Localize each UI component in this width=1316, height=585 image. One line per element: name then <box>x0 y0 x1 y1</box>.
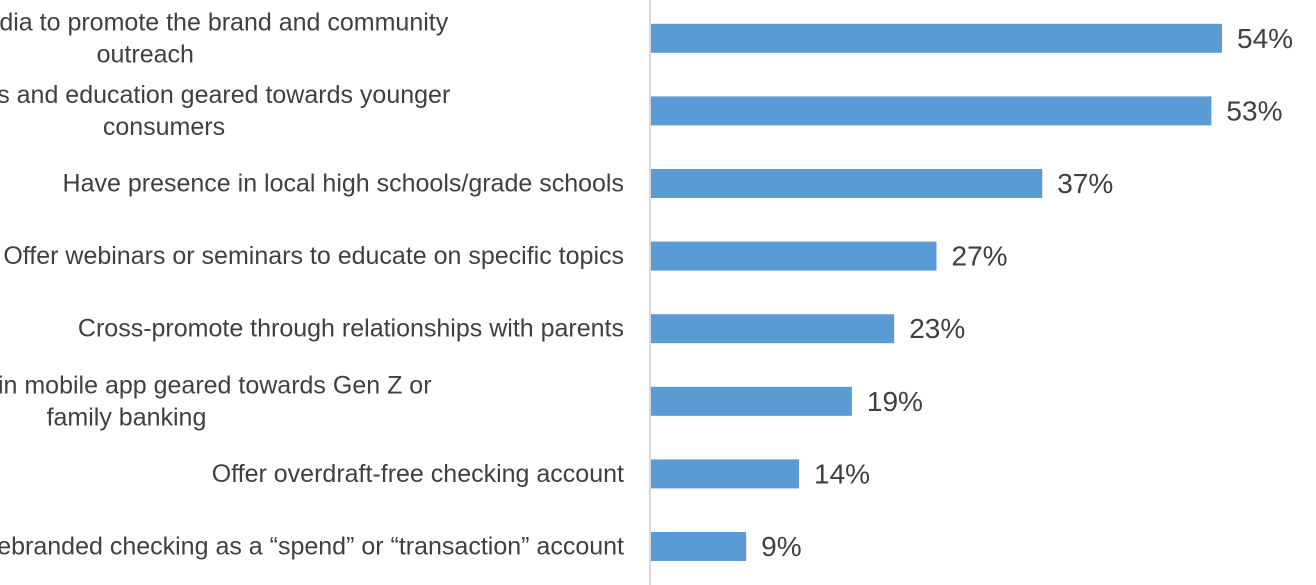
bar <box>651 314 895 344</box>
category-label-line: Cross-promote through relationships with… <box>78 315 624 343</box>
value-labels: 54% 53% 37% 27% 23% 19% 14% 9% <box>761 23 1293 562</box>
value-label: 14% <box>814 458 870 489</box>
category-label-line: Offer webinars or seminars to educate on… <box>3 242 624 270</box>
bar <box>651 386 852 416</box>
value-label: 54% <box>1237 23 1293 54</box>
category-label-line: Added features in mobile app geared towa… <box>0 371 432 399</box>
category-label-line: Rebranded checking as a “spend” or “tran… <box>0 533 624 561</box>
bar <box>651 459 800 489</box>
value-label: 23% <box>909 313 965 344</box>
category-label-line: Offer overdraft-free checking account <box>212 460 624 488</box>
value-label: 9% <box>761 531 801 562</box>
value-label: 37% <box>1057 168 1113 199</box>
category-label: Online tools and education geared toward… <box>0 81 450 141</box>
bar <box>651 96 1212 126</box>
bar <box>651 169 1043 198</box>
category-label: Use social media to promote the brand an… <box>0 8 449 68</box>
category-label-line: consumers <box>103 113 225 141</box>
category-label: Have presence in local high schools/grad… <box>63 170 624 198</box>
category-label: Rebranded checking as a “spend” or “tran… <box>0 533 624 561</box>
category-label-line: Have presence in local high schools/grad… <box>63 170 624 198</box>
bar <box>651 23 1222 53</box>
category-label: Cross-promote through relationships with… <box>78 315 624 343</box>
category-label: Added features in mobile app geared towa… <box>0 371 432 431</box>
category-label: Offer overdraft-free checking account <box>212 460 624 488</box>
category-label-line: family banking <box>47 403 207 431</box>
bar <box>651 241 937 271</box>
bar <box>651 532 747 561</box>
category-label-line: outreach <box>97 40 194 68</box>
category-label-line: Use social media to promote the brand an… <box>0 8 449 36</box>
category-labels: Use social media to promote the brand an… <box>0 8 624 560</box>
value-label: 53% <box>1226 95 1282 126</box>
value-label: 27% <box>952 241 1008 272</box>
value-label: 19% <box>867 386 923 417</box>
category-label: Offer webinars or seminars to educate on… <box>3 242 624 270</box>
bars <box>651 23 1222 561</box>
category-label-line: Online tools and education geared toward… <box>0 81 450 109</box>
